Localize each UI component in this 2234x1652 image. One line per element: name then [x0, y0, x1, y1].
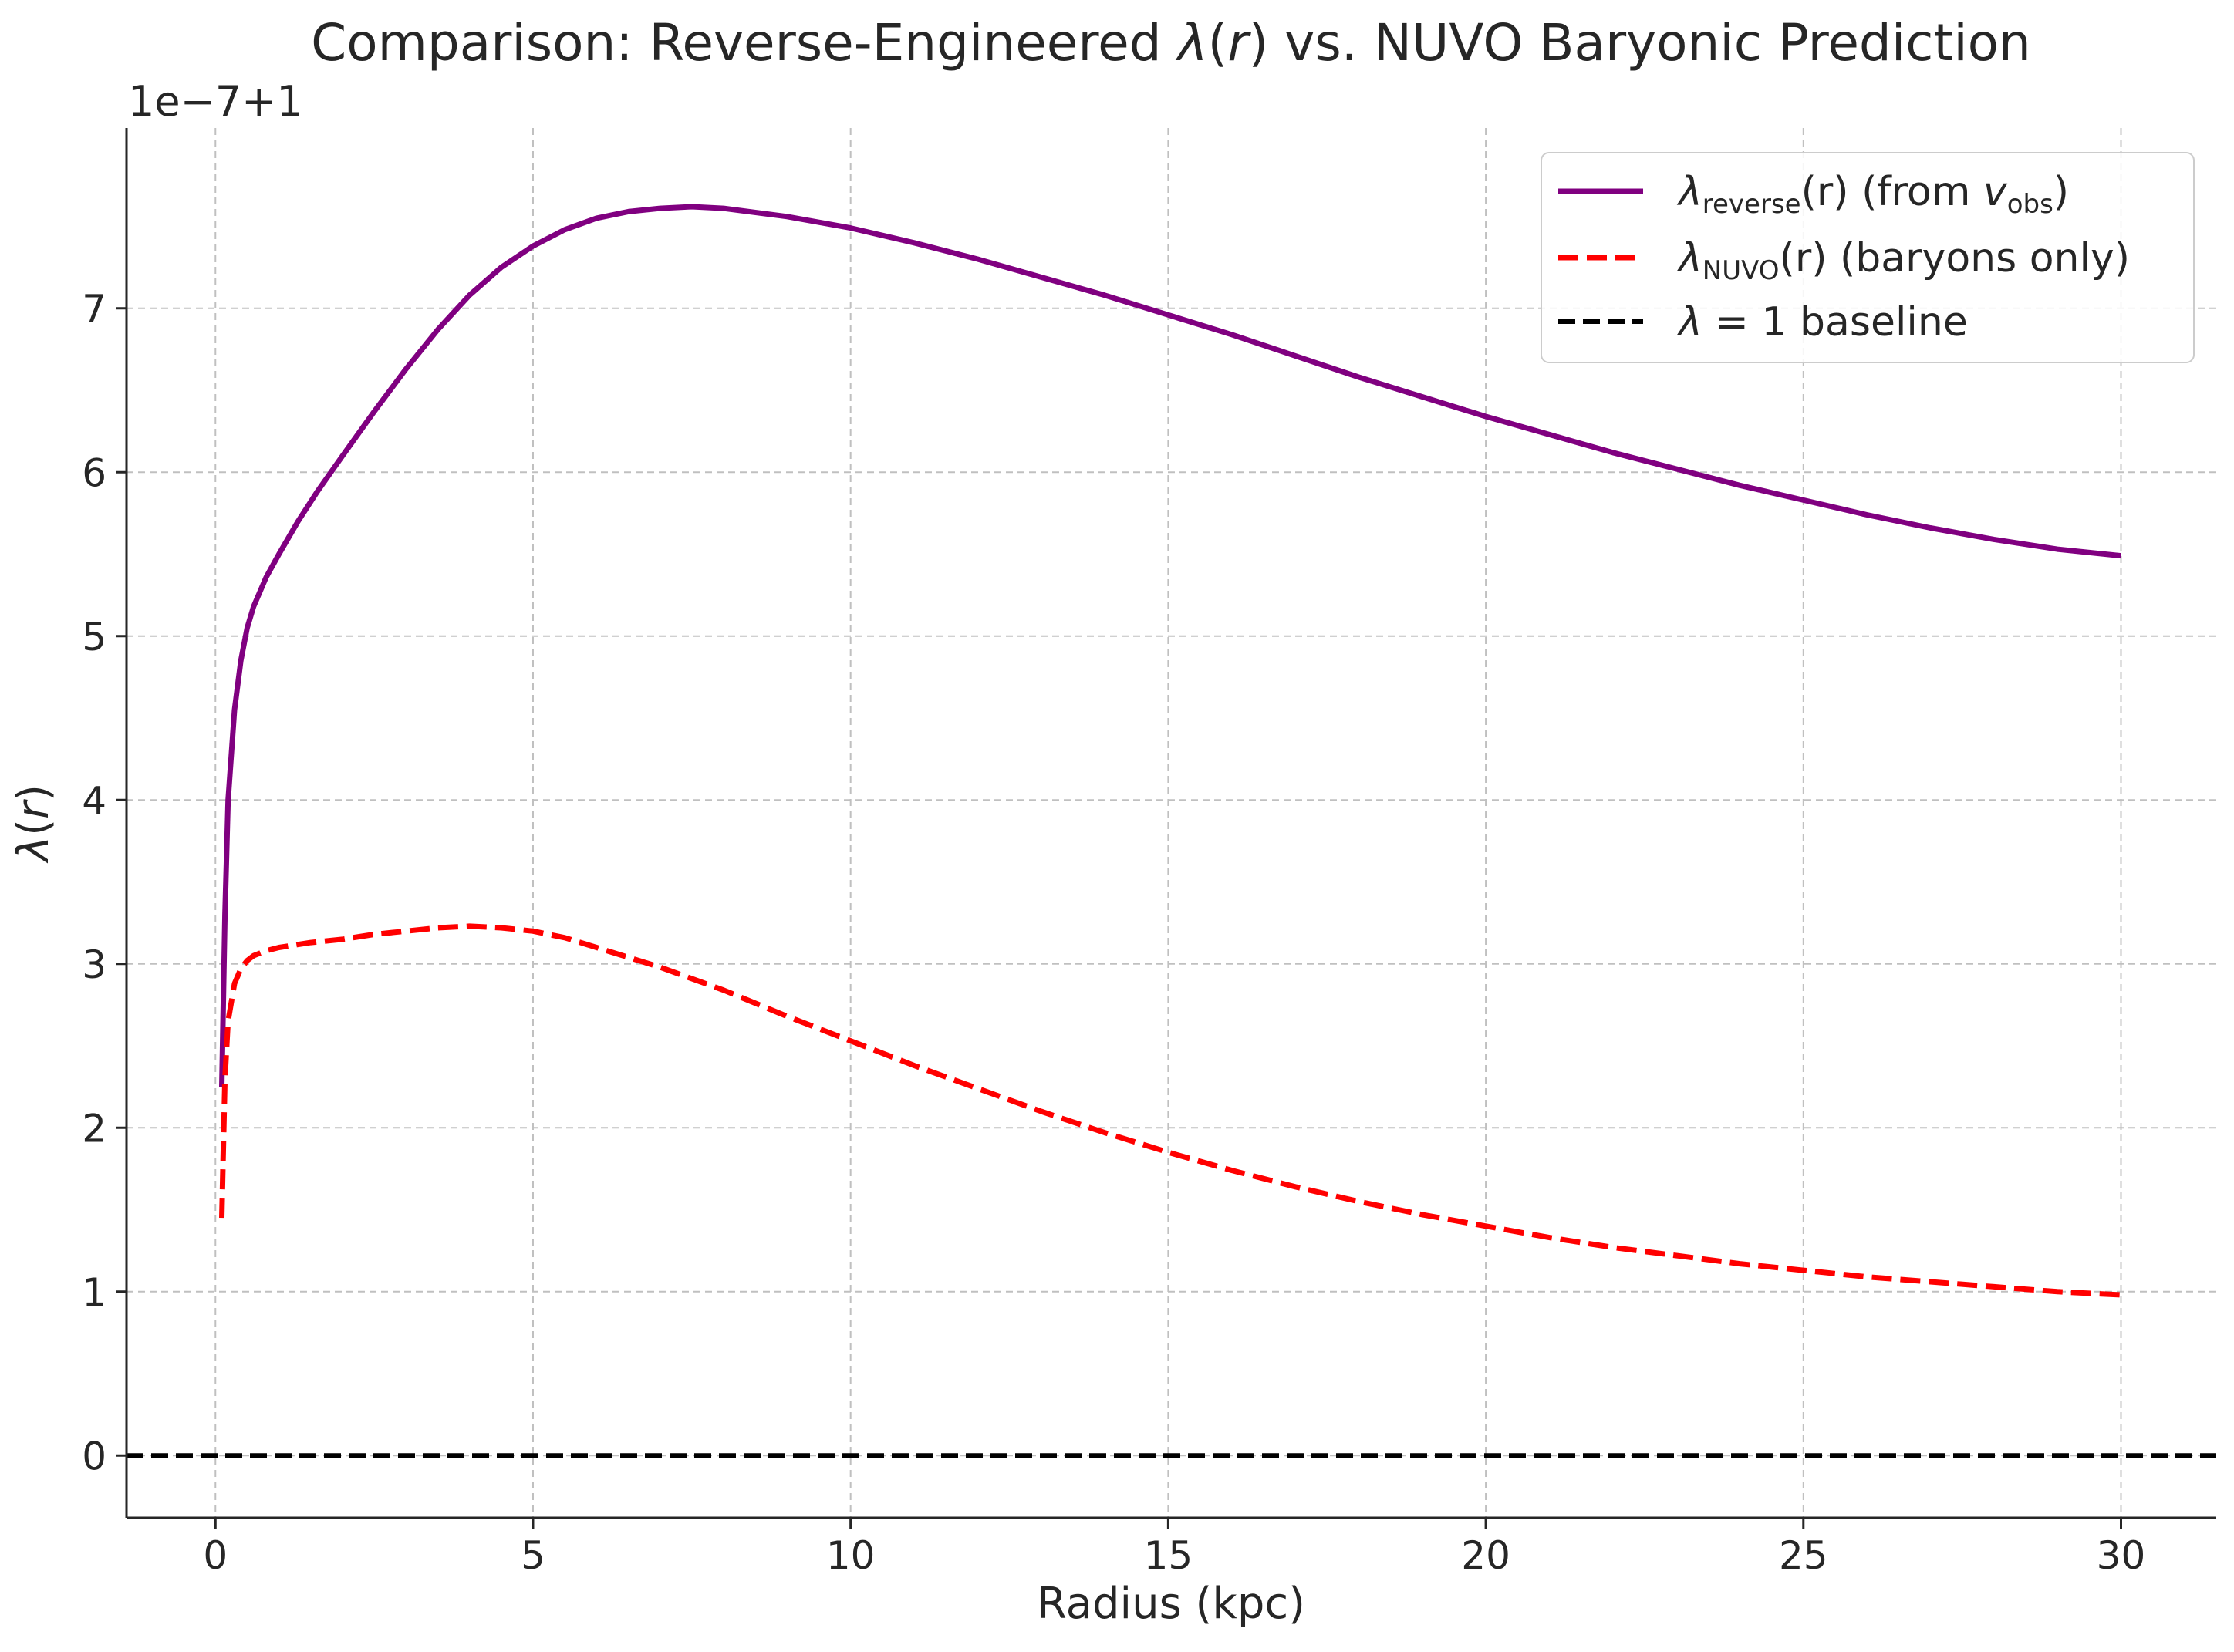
- legend-reverse-lambda: λ: [1676, 169, 1702, 215]
- y-offset-label: 1e−7+1: [128, 77, 303, 126]
- x-tick-label: 15: [1144, 1533, 1193, 1578]
- y-tick-label: 1: [82, 1270, 106, 1315]
- legend-reverse-mid: (r) (from: [1801, 169, 1983, 215]
- legend-reverse-v: v: [1983, 169, 2008, 215]
- legend-label-baseline: λ = 1 baseline: [1676, 299, 1968, 346]
- y-tick-label: 0: [82, 1434, 106, 1478]
- legend: λreverse(r) (from vobs) λNUVO(r) (baryon…: [1541, 152, 2195, 363]
- legend-nuvo-lambda: λ: [1676, 235, 1702, 282]
- y-tick-label: 5: [82, 615, 106, 659]
- ylabel-paren-open: (: [8, 819, 59, 836]
- x-tick-label: 5: [521, 1533, 545, 1578]
- y-tick-label: 7: [82, 287, 106, 332]
- y-tick-label: 3: [82, 942, 106, 987]
- x-tick-label: 30: [2097, 1533, 2146, 1578]
- legend-reverse-vsub: obs: [2007, 189, 2053, 220]
- legend-reverse-end: ): [2053, 169, 2069, 215]
- chart-title: Comparison: Reverse-Engineered λ(r) vs. …: [311, 13, 2031, 72]
- series-line-lambda-reverse: [219, 204, 2121, 1087]
- legend-nuvo-sub: NUVO: [1702, 255, 1780, 286]
- y-tick-label: 6: [82, 450, 106, 495]
- y-tick-label: 2: [82, 1106, 106, 1151]
- x-ticks: 0 5 10 15 20 25 30: [203, 1518, 2145, 1578]
- title-lambda: λ: [1176, 13, 1208, 72]
- legend-baseline-lambda: λ: [1676, 299, 1702, 346]
- series-layer: [127, 204, 2216, 1458]
- legend-reverse-sub: reverse: [1702, 189, 1801, 220]
- ylabel-lambda: λ: [8, 836, 59, 864]
- title-prefix: Comparison: Reverse-Engineered: [311, 13, 1177, 72]
- legend-baseline-mid: = 1 baseline: [1702, 299, 1968, 346]
- x-tick-label: 25: [1779, 1533, 1828, 1578]
- x-tick-label: 20: [1461, 1533, 1510, 1578]
- ylabel-r: r: [8, 799, 59, 819]
- x-axis-title: Radius (kpc): [1037, 1579, 1305, 1629]
- x-tick-label: 10: [826, 1533, 876, 1578]
- series-line-lambda-nuvo: [219, 923, 2121, 1298]
- title-paren-close: ): [1249, 13, 1269, 72]
- ylabel-paren-close: ): [8, 784, 59, 801]
- legend-label-reverse: λreverse(r) (from vobs): [1676, 169, 2069, 220]
- x-tick-label: 0: [203, 1533, 228, 1578]
- title-suffix: vs. NUVO Baryonic Prediction: [1268, 13, 2031, 72]
- legend-frame: [1541, 152, 2195, 363]
- legend-nuvo-end: (r) (baryons only): [1780, 235, 2130, 282]
- y-axis-title: λ(r): [8, 784, 59, 864]
- title-r: r: [1227, 13, 1251, 72]
- legend-label-nuvo: λNUVO(r) (baryons only): [1676, 235, 2130, 286]
- title-paren-open: (: [1208, 13, 1228, 72]
- y-ticks: 0 1 2 3 4 5 6 7: [82, 287, 127, 1478]
- y-tick-label: 4: [82, 778, 106, 823]
